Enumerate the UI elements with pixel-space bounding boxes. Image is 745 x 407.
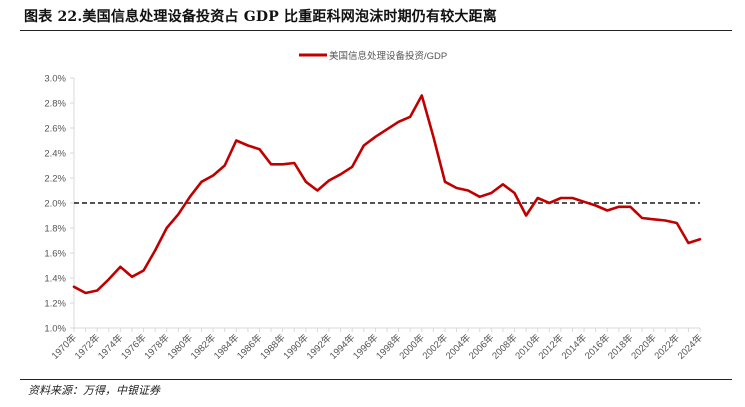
y-tick-label: 2.2% [44, 174, 66, 185]
y-tick-label: 2.8% [44, 99, 66, 110]
chart-legend: 美国信息处理设备投资/GDP [299, 50, 447, 62]
y-tick-label: 1.8% [44, 224, 66, 235]
series-line [72, 94, 702, 295]
source-note: 资料来源：万得，中银证券 [28, 384, 160, 397]
source-divider [20, 379, 732, 380]
y-tick-label: 2.4% [44, 149, 66, 160]
y-tick-label: 1.4% [44, 274, 66, 285]
x-axis: 1970年1972年1974年1976年1978年1980年1982年1984年… [49, 327, 706, 362]
y-tick-label: 2.0% [44, 199, 66, 210]
plot-area [72, 94, 702, 295]
figure-header: 图表 22.美国信息处理设备投资占 GDP 比重距科网泡沫时期仍有较大距离 [0, 0, 745, 30]
y-tick-label: 1.2% [44, 299, 66, 310]
title-divider [20, 30, 732, 31]
y-tick-label: 2.6% [44, 124, 66, 135]
y-tick-label: 1.6% [44, 249, 66, 260]
figure-title: 图表 22.美国信息处理设备投资占 GDP 比重距科网泡沫时期仍有较大距离 [24, 9, 498, 25]
line-chart: 美国信息处理设备投资/GDP 1.0% 1.2% 1.4% 1.6% 1.8% 2.0% 2… [44, 50, 706, 362]
y-tick-label: 1.0% [44, 324, 66, 335]
y-tick-label: 3.0% [44, 74, 66, 85]
y-axis: 1.0% 1.2% 1.4% 1.6% 1.8% 2.0% 2.2% 2.4% 2.6% 2.8%… [44, 74, 75, 335]
x-tick-label: 2024年 [675, 331, 706, 362]
legend-label: 美国信息处理设备投资/GDP [329, 50, 447, 62]
